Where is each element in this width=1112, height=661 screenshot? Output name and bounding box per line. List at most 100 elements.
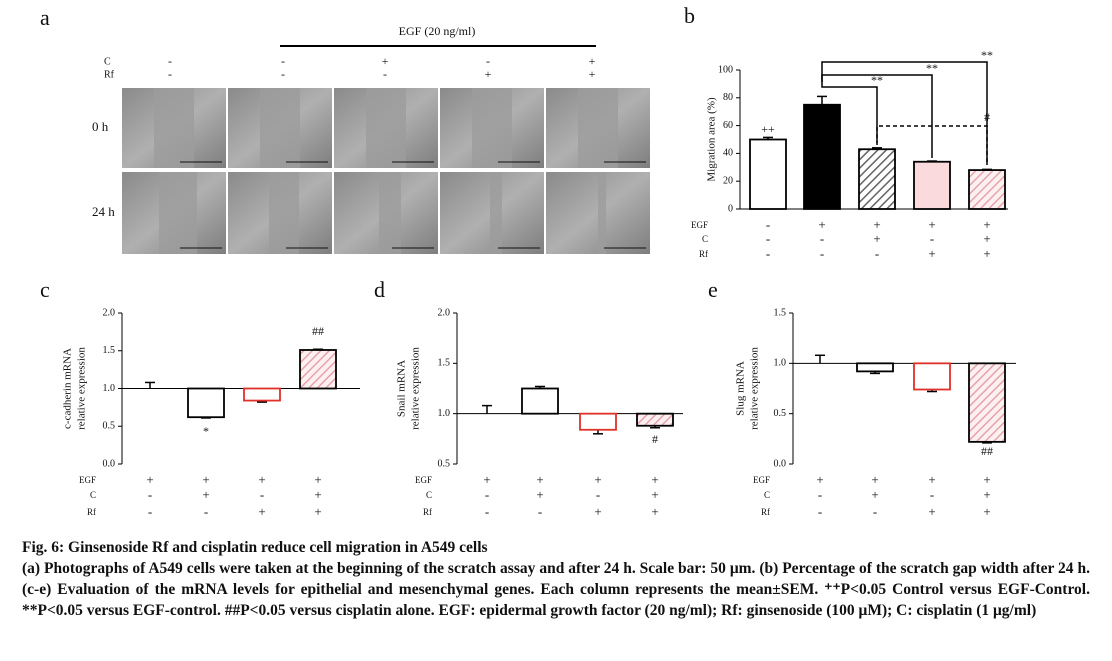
bar bbox=[636, 412, 674, 427]
sign: + bbox=[483, 472, 490, 487]
scratch bbox=[260, 88, 300, 168]
y-tick-label: 0 bbox=[728, 203, 733, 214]
sign: - bbox=[148, 487, 152, 502]
sign: + bbox=[536, 487, 543, 502]
row-label: Rf bbox=[699, 249, 708, 259]
scratch bbox=[366, 88, 406, 168]
annotation: ** bbox=[926, 61, 938, 75]
egf-label: EGF (20 ng/ml) bbox=[399, 24, 476, 38]
scratch bbox=[578, 88, 618, 168]
time-label: 24 h bbox=[92, 204, 115, 219]
sign: + bbox=[258, 504, 265, 519]
y-tick-label: 1.0 bbox=[103, 383, 116, 394]
y-tick-label: 100 bbox=[718, 64, 733, 75]
bar bbox=[749, 138, 787, 210]
y-tick-label: 1.5 bbox=[438, 358, 451, 369]
row-label: Rf bbox=[761, 507, 770, 517]
bar bbox=[299, 349, 337, 390]
sign: - bbox=[383, 67, 387, 81]
sign: - bbox=[820, 231, 824, 246]
y-tick-label: 60 bbox=[723, 120, 733, 131]
bar bbox=[858, 148, 896, 210]
sign: - bbox=[204, 504, 208, 519]
sign: + bbox=[928, 472, 935, 487]
sign: + bbox=[202, 472, 209, 487]
sign: + bbox=[928, 246, 935, 261]
bar bbox=[187, 387, 225, 419]
sign: + bbox=[983, 217, 990, 232]
panel-label: a bbox=[40, 5, 50, 30]
bar bbox=[856, 362, 894, 373]
sign: + bbox=[651, 487, 658, 502]
scratch bbox=[269, 172, 299, 254]
y-axis-label: relative expression bbox=[76, 347, 88, 430]
sign: + bbox=[816, 472, 823, 487]
annotation: ## bbox=[312, 324, 324, 338]
y-tick-label: 0.5 bbox=[774, 408, 787, 419]
sign: + bbox=[871, 487, 878, 502]
sign: - bbox=[281, 54, 285, 68]
bar bbox=[579, 412, 617, 431]
caption-body: (a) Photographs of A549 cells were taken… bbox=[22, 560, 1090, 619]
sign: + bbox=[589, 54, 596, 68]
y-tick-label: 0.5 bbox=[438, 458, 451, 469]
y-tick-label: 80 bbox=[723, 92, 733, 103]
y-axis-label: Migration area (%) bbox=[706, 97, 718, 182]
y-tick-label: 1.5 bbox=[103, 345, 116, 356]
sign: + bbox=[314, 487, 321, 502]
row-label: C bbox=[90, 490, 96, 500]
sign: - bbox=[148, 504, 152, 519]
y-tick-label: 0.0 bbox=[774, 458, 787, 469]
sign: + bbox=[928, 217, 935, 232]
y-axis-label: relative expression bbox=[410, 347, 422, 430]
annotation: # bbox=[652, 432, 658, 446]
sign: + bbox=[651, 472, 658, 487]
bar bbox=[803, 103, 841, 210]
scratch bbox=[598, 172, 606, 254]
sign: - bbox=[596, 487, 600, 502]
row-label: C bbox=[104, 56, 111, 67]
sign: - bbox=[168, 67, 172, 81]
scratch bbox=[379, 172, 401, 254]
sign: + bbox=[651, 504, 658, 519]
scratch bbox=[490, 172, 502, 254]
sign: + bbox=[871, 472, 878, 487]
y-tick-label: 40 bbox=[723, 148, 733, 159]
sign: + bbox=[314, 504, 321, 519]
row-label: Rf bbox=[87, 507, 96, 517]
annotation: ## bbox=[981, 444, 993, 458]
sign: - bbox=[875, 246, 879, 261]
sign: + bbox=[594, 472, 601, 487]
annotation: ** bbox=[981, 48, 993, 62]
panel-label: c bbox=[40, 277, 50, 302]
scratch bbox=[159, 172, 197, 254]
bar bbox=[968, 362, 1006, 443]
panel-label: d bbox=[374, 277, 385, 302]
sign: + bbox=[983, 231, 990, 246]
sign: - bbox=[766, 217, 770, 232]
sign: + bbox=[202, 487, 209, 502]
bracket bbox=[876, 125, 988, 165]
bracket bbox=[821, 82, 878, 143]
annotation: ** bbox=[871, 73, 883, 87]
panel-label: e bbox=[708, 277, 718, 302]
y-tick-label: 2.0 bbox=[103, 307, 116, 318]
caption-title: Fig. 6: Ginsenoside Rf and cisplatin red… bbox=[22, 539, 488, 556]
sign: + bbox=[258, 472, 265, 487]
sign: - bbox=[818, 487, 822, 502]
y-tick-label: 2.0 bbox=[438, 307, 451, 318]
caption: Fig. 6: Ginsenoside Rf and cisplatin red… bbox=[22, 537, 1090, 621]
bracket bbox=[821, 74, 933, 158]
bar bbox=[243, 387, 281, 402]
y-tick-label: 20 bbox=[723, 175, 733, 186]
sign: + bbox=[485, 67, 492, 81]
sign: - bbox=[766, 231, 770, 246]
sign: - bbox=[281, 67, 285, 81]
y-axis-label: c-cadherin mRNA bbox=[62, 348, 74, 429]
sign: + bbox=[594, 504, 601, 519]
scratch bbox=[472, 88, 512, 168]
sign: - bbox=[766, 246, 770, 261]
y-tick-label: 0.0 bbox=[103, 458, 116, 469]
row-label: Rf bbox=[104, 69, 115, 80]
